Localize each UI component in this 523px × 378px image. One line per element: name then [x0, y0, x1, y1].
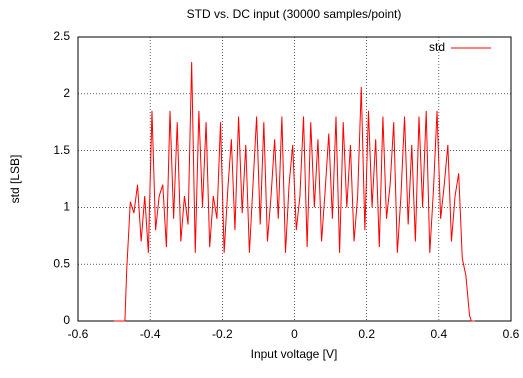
x-tick-label: -0.6 [68, 327, 89, 341]
x-tick-label: -0.4 [140, 327, 161, 341]
plot-frame [77, 36, 512, 322]
x-axis-label: Input voltage [V] [251, 347, 338, 361]
legend-label: std [429, 40, 445, 54]
y-axis-label: std [LSB] [8, 155, 22, 204]
y-tick-label: 0.5 [53, 256, 70, 270]
x-tick-label: 0.4 [430, 327, 447, 341]
y-tick-label: 1 [63, 200, 70, 214]
x-tick-label: 0 [291, 327, 298, 341]
x-tick-label: 0.2 [358, 327, 375, 341]
y-tick-label: 2.5 [53, 29, 70, 43]
x-tick-label: -0.2 [212, 327, 233, 341]
y-tick-label: 1.5 [53, 143, 70, 157]
y-tick-label: 2 [63, 86, 70, 100]
chart-title: STD vs. DC input (30000 samples/point) [187, 7, 402, 21]
x-tick-label: 0.6 [503, 327, 520, 341]
y-tick-label: 0 [63, 313, 70, 327]
data-line [114, 61, 475, 322]
